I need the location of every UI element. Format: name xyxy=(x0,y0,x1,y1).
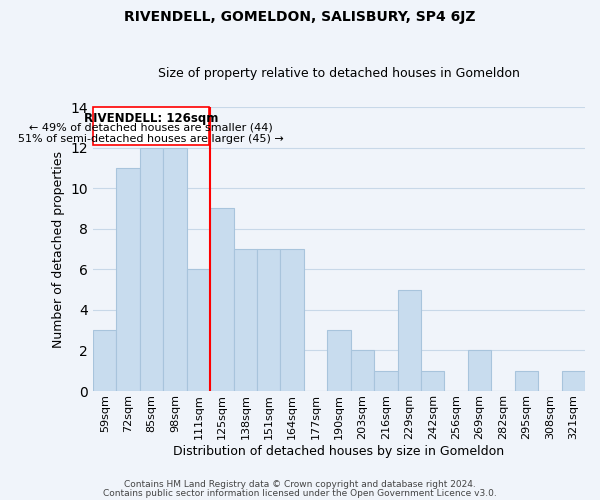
Bar xyxy=(468,350,491,391)
Text: RIVENDELL, GOMELDON, SALISBURY, SP4 6JZ: RIVENDELL, GOMELDON, SALISBURY, SP4 6JZ xyxy=(124,10,476,24)
Text: RIVENDELL: 126sqm: RIVENDELL: 126sqm xyxy=(84,112,218,125)
Bar xyxy=(351,350,374,391)
Text: ← 49% of detached houses are smaller (44): ← 49% of detached houses are smaller (44… xyxy=(29,122,273,132)
FancyBboxPatch shape xyxy=(93,107,209,144)
Bar xyxy=(210,208,233,391)
Bar xyxy=(116,168,140,391)
Text: Contains HM Land Registry data © Crown copyright and database right 2024.: Contains HM Land Registry data © Crown c… xyxy=(124,480,476,489)
Y-axis label: Number of detached properties: Number of detached properties xyxy=(52,150,65,348)
Bar xyxy=(398,290,421,391)
Title: Size of property relative to detached houses in Gomeldon: Size of property relative to detached ho… xyxy=(158,66,520,80)
Text: 51% of semi-detached houses are larger (45) →: 51% of semi-detached houses are larger (… xyxy=(18,134,284,144)
Bar xyxy=(257,249,280,391)
Bar xyxy=(140,148,163,391)
Bar xyxy=(421,371,445,391)
Bar xyxy=(515,371,538,391)
Text: Contains public sector information licensed under the Open Government Licence v3: Contains public sector information licen… xyxy=(103,488,497,498)
Bar xyxy=(328,330,351,391)
Bar xyxy=(562,371,585,391)
Bar xyxy=(374,371,398,391)
Bar xyxy=(163,148,187,391)
Bar xyxy=(233,249,257,391)
Bar xyxy=(280,249,304,391)
Bar xyxy=(187,270,210,391)
X-axis label: Distribution of detached houses by size in Gomeldon: Distribution of detached houses by size … xyxy=(173,444,505,458)
Bar xyxy=(93,330,116,391)
